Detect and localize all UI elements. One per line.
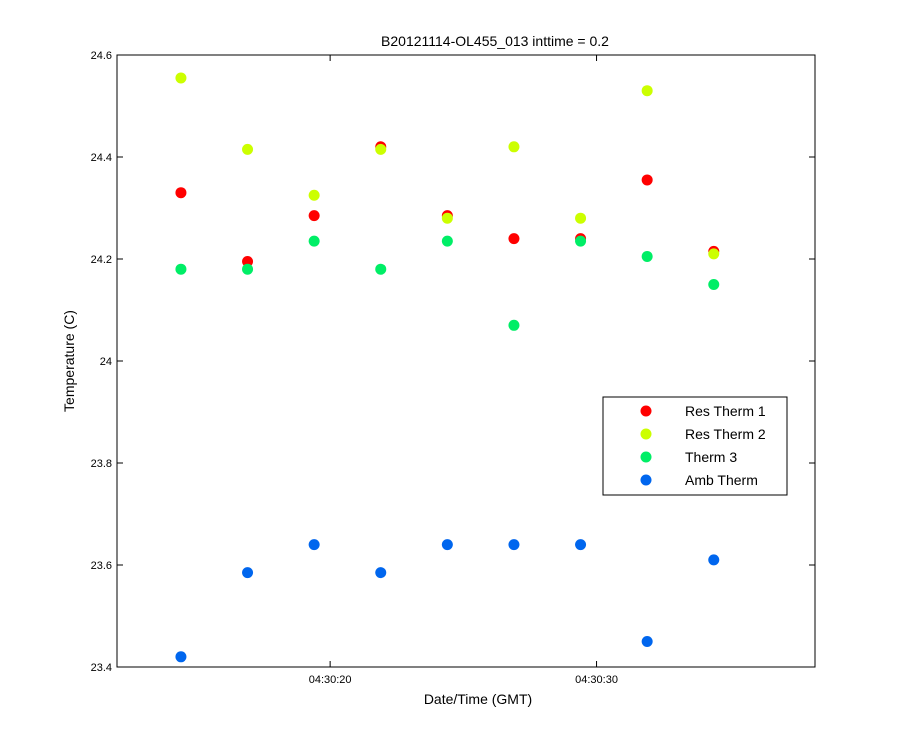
data-point xyxy=(308,210,320,222)
data-point xyxy=(375,567,387,579)
data-point xyxy=(375,263,387,275)
data-point xyxy=(441,539,453,551)
legend-label: Therm 3 xyxy=(685,449,737,465)
data-point xyxy=(508,539,520,551)
data-point xyxy=(708,554,720,566)
data-point xyxy=(375,143,387,155)
series-therm-3 xyxy=(175,235,720,331)
data-point xyxy=(641,250,653,262)
legend: Res Therm 1 Res Therm 2 Therm 3 Amb Therm xyxy=(602,396,788,496)
legend-label: Amb Therm xyxy=(685,472,758,488)
data-point xyxy=(242,567,254,579)
data-point xyxy=(641,85,653,97)
data-point xyxy=(242,256,254,268)
data-point xyxy=(708,248,720,260)
x-axis-label: Date/Time (GMT) xyxy=(424,691,532,707)
data-point xyxy=(308,235,320,247)
data-point xyxy=(641,174,653,186)
data-point xyxy=(175,187,187,199)
legend-marker xyxy=(640,405,652,417)
x-tick-label: 04:30:20 xyxy=(309,674,352,686)
data-point xyxy=(508,233,520,245)
legend-label: Res Therm 2 xyxy=(685,426,766,442)
y-tick-label: 23.4 xyxy=(91,662,112,674)
data-point xyxy=(641,636,653,647)
y-tick-label: 23.6 xyxy=(91,560,112,572)
data-point xyxy=(242,263,254,275)
legend-marker xyxy=(640,474,652,486)
data-point xyxy=(508,141,520,153)
plot-area xyxy=(116,54,816,668)
data-point xyxy=(575,539,587,551)
data-point xyxy=(575,235,587,247)
y-tick-label: 24.4 xyxy=(91,152,112,164)
y-tick-label: 24 xyxy=(100,356,112,368)
series-res-therm-2 xyxy=(175,72,720,260)
data-point xyxy=(575,212,587,224)
x-axis-ticks: 04:30:20 04:30:30 xyxy=(309,55,618,686)
y-tick-label: 24.6 xyxy=(91,50,112,62)
data-point xyxy=(441,212,453,224)
data-point xyxy=(308,539,320,551)
data-point xyxy=(175,263,187,275)
y-tick-label: 23.8 xyxy=(91,458,112,470)
data-points xyxy=(175,72,720,663)
legend-marker xyxy=(640,428,652,440)
series-amb-therm xyxy=(175,539,720,663)
data-point xyxy=(175,651,187,663)
data-point xyxy=(708,279,720,290)
y-tick-label: 24.2 xyxy=(91,254,112,266)
y-axis-ticks: 23.4 23.6 23.8 24 24.2 24.4 24.6 xyxy=(91,50,815,674)
legend-marker xyxy=(640,451,652,463)
y-axis-label: Temperature (C) xyxy=(61,310,77,412)
legend-box xyxy=(602,396,788,496)
data-point xyxy=(175,72,187,84)
data-point xyxy=(508,319,520,331)
data-point xyxy=(242,143,254,155)
data-point xyxy=(308,189,320,201)
chart-title: B20121114-OL455_013 inttime = 0.2 xyxy=(381,33,609,49)
data-point xyxy=(441,235,453,247)
legend-label: Res Therm 1 xyxy=(685,403,766,419)
x-tick-label: 04:30:30 xyxy=(575,674,618,686)
